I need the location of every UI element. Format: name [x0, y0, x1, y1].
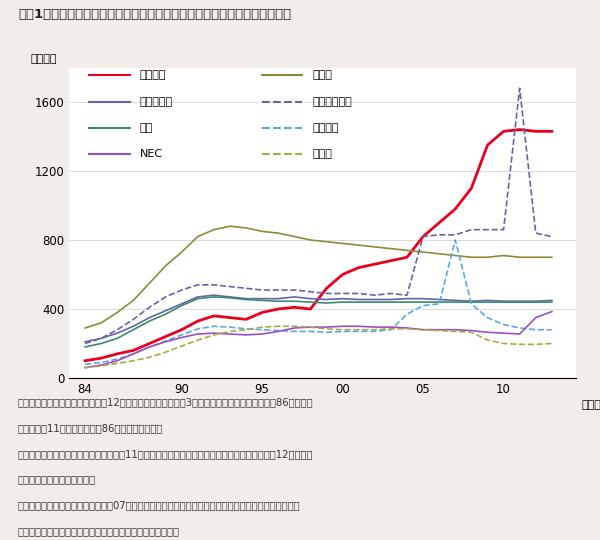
- Text: （資料）　　有価証券報告書からニッセイ基礎研究所作成。: （資料） 有価証券報告書からニッセイ基礎研究所作成。: [18, 526, 180, 537]
- Text: （備考２）　パナソニックの土地資産が11年度末に急増した主因は、パナソニック電工合併（12年１月）: （備考２） パナソニックの土地資産が11年度末に急増した主因は、パナソニック電工…: [18, 449, 314, 459]
- Text: シャープ: シャープ: [313, 123, 339, 133]
- Text: キヤノン: キヤノン: [140, 70, 166, 80]
- Text: 富士通: 富士通: [313, 70, 332, 80]
- Text: （億円）: （億円）: [31, 55, 58, 64]
- Text: （備考１）　決算期はキヤノンが12月期、それ以外の企業が3月期。ただし、パナソニックが86年度まで: （備考１） 決算期はキヤノンが12月期、それ以外の企業が3月期。ただし、パナソニ…: [18, 397, 314, 407]
- Text: 東芥: 東芥: [140, 123, 153, 133]
- Text: （備考３）　シャープの土地資産が07年度末に急増した主因は、大阪府堪市の液晶新工場用地の取得。: （備考３） シャープの土地資産が07年度末に急増した主因は、大阪府堪市の液晶新工…: [18, 501, 301, 511]
- Text: パナソニック: パナソニック: [313, 97, 352, 107]
- Text: 日立製作所: 日立製作所: [140, 97, 173, 107]
- Text: ソニー: ソニー: [313, 150, 332, 159]
- Text: （年度末）: （年度末）: [581, 400, 600, 410]
- Text: による資産引継。: による資産引継。: [18, 475, 96, 485]
- Text: 11月期、ソニーが86年度まで０月期。: 11月期、ソニーが86年度まで０月期。: [18, 423, 163, 433]
- Text: 図袆1　キヤノンと大手電機メーカー：土地資産の推移（単体ベース簿価）: 図袆1 キヤノンと大手電機メーカー：土地資産の推移（単体ベース簿価）: [18, 8, 291, 21]
- Text: NEC: NEC: [140, 150, 163, 159]
